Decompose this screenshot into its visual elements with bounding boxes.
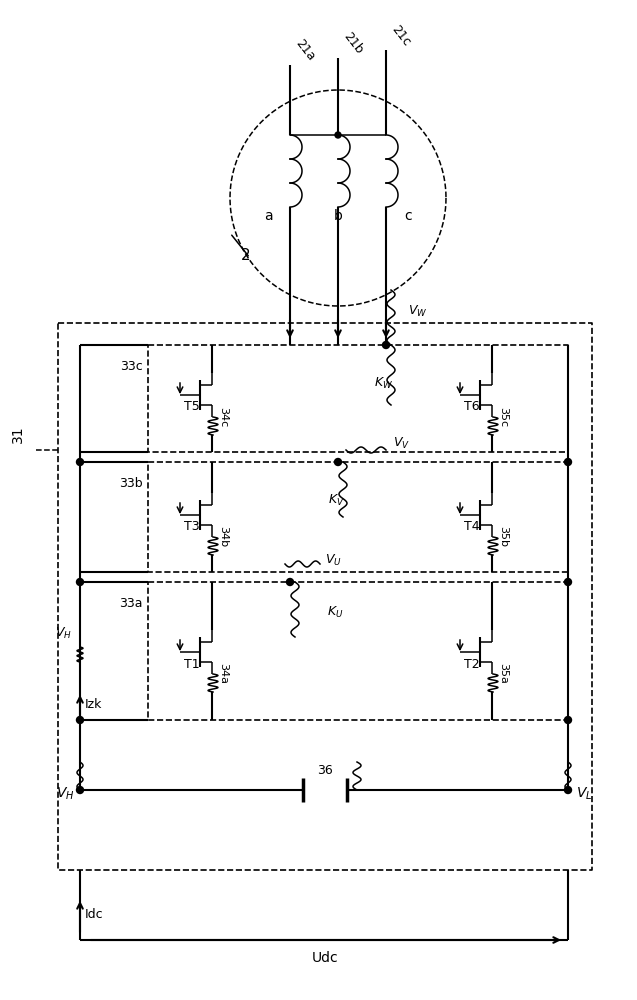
Circle shape	[76, 458, 83, 466]
Text: $V_H$: $V_H$	[57, 786, 75, 802]
Text: $K_U$: $K_U$	[327, 604, 343, 620]
Circle shape	[287, 578, 294, 585]
Text: 21a: 21a	[293, 36, 318, 63]
Text: 35b: 35b	[498, 526, 508, 547]
Text: $V_W$: $V_W$	[408, 304, 427, 319]
Text: Izk: Izk	[85, 698, 103, 711]
Text: $V_H$: $V_H$	[55, 626, 72, 641]
Text: 33b: 33b	[119, 477, 143, 490]
Text: T1: T1	[184, 658, 200, 670]
Text: T5: T5	[184, 400, 200, 414]
Text: 35a: 35a	[498, 663, 508, 684]
Text: a: a	[264, 209, 272, 223]
Circle shape	[382, 342, 389, 349]
Text: $V_L$: $V_L$	[576, 786, 592, 802]
Circle shape	[564, 716, 571, 724]
Text: T4: T4	[464, 520, 480, 534]
Text: 35c: 35c	[498, 407, 508, 427]
Text: 21c: 21c	[389, 23, 413, 49]
Circle shape	[564, 458, 571, 466]
Circle shape	[76, 716, 83, 724]
Text: Udc: Udc	[311, 951, 338, 965]
Text: T2: T2	[464, 658, 480, 670]
Text: T3: T3	[184, 520, 200, 534]
Circle shape	[564, 578, 571, 585]
Text: $V_V$: $V_V$	[393, 436, 410, 451]
Text: 34a: 34a	[218, 663, 228, 684]
Text: $V_U$: $V_U$	[325, 553, 342, 568]
Text: 33a: 33a	[120, 597, 143, 610]
Text: 21b: 21b	[341, 29, 366, 56]
Circle shape	[334, 458, 341, 466]
Text: $K_V$: $K_V$	[327, 492, 345, 508]
Text: b: b	[334, 209, 343, 223]
Text: c: c	[404, 209, 412, 223]
Text: T6: T6	[464, 400, 480, 414]
Circle shape	[76, 578, 83, 585]
Text: 2: 2	[241, 248, 251, 263]
Text: 36: 36	[317, 764, 333, 776]
Circle shape	[564, 786, 571, 794]
Circle shape	[335, 132, 341, 138]
Text: $K_W$: $K_W$	[375, 375, 394, 391]
Text: 31: 31	[11, 425, 25, 443]
Text: Idc: Idc	[85, 908, 104, 921]
Text: 34b: 34b	[218, 526, 228, 547]
Circle shape	[76, 786, 83, 794]
Text: 34c: 34c	[218, 407, 228, 427]
Text: 33c: 33c	[120, 360, 143, 373]
